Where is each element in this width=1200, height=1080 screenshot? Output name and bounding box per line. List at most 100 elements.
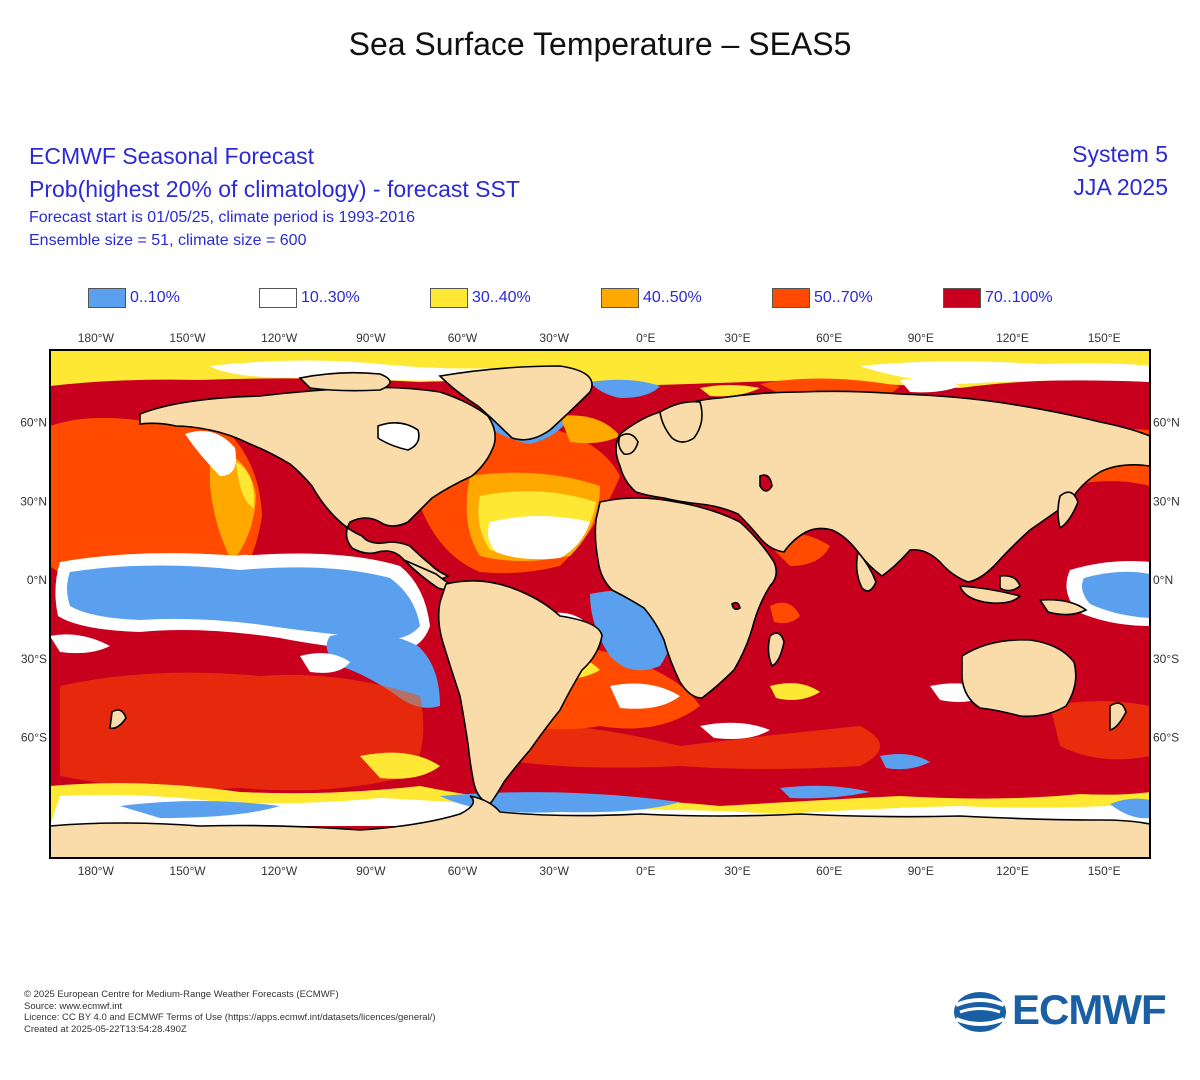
land-masses: [50, 365, 1150, 858]
madagascar: [767, 632, 785, 668]
new-guinea: [1038, 598, 1088, 616]
lat-tick-label-right: 60°N: [1153, 416, 1180, 430]
lat-tick-label-right: 60°S: [1153, 731, 1179, 745]
lat-tick-label-left: 60°S: [21, 731, 47, 745]
map-frame: [49, 349, 1151, 859]
footer-licence: Licence: CC BY 4.0 and ECMWF Terms of Us…: [24, 1012, 436, 1023]
lon-tick-label-bottom: 150°E: [1088, 864, 1121, 878]
axis-labels: 180°W 180°W 150°W 150°W 120°W 120°W 90°W 90°W 60…: [20, 331, 1180, 878]
legend-label: 10..30%: [301, 289, 360, 306]
japan: [1057, 491, 1079, 530]
scandinavia: [659, 400, 703, 443]
lon-tick-label-bottom: 150°W: [169, 864, 206, 878]
legend-label: 50..70%: [814, 289, 873, 306]
africa: [594, 497, 778, 699]
eurasia: [615, 390, 1150, 583]
lon-tick-label-top: 120°W: [261, 331, 298, 345]
legend-label: 0..10%: [130, 289, 180, 306]
legend-label: 30..40%: [472, 289, 531, 306]
region-10-30: [488, 516, 590, 560]
lon-tick-label-top: 120°E: [996, 331, 1029, 345]
legend-label: 40..50%: [643, 289, 702, 306]
india: [855, 550, 877, 592]
region-0-10: [120, 801, 280, 818]
lon-tick-label-bottom: 180°W: [78, 864, 115, 878]
lat-tick-label-right: 30°S: [1153, 652, 1179, 666]
lon-tick-label-bottom: 60°E: [816, 864, 842, 878]
ensemble-info: Ensemble size = 51, climate size = 600: [29, 232, 307, 249]
ecmwf-logo: ECMWF: [952, 986, 1184, 1036]
ecmwf-logo-text: ECMWF: [1012, 986, 1167, 1033]
indonesia: [958, 585, 1022, 604]
hudson-bay: [377, 422, 420, 451]
british-isles: [617, 433, 639, 456]
copyright-footer: © 2025 European Centre for Medium-Range …: [24, 989, 436, 1035]
region-40-50: [560, 415, 620, 444]
color-legend: 0..10% 10..30% 30..40% 40..50% 50..70% 7…: [0, 287, 1200, 311]
region-50-70: [470, 723, 880, 769]
footer-source: Source: www.ecmwf.int: [24, 1000, 123, 1012]
ecmwf-logo-icon: [954, 992, 1006, 1032]
sst-probability-map: 180°W 180°W 150°W 150°W 120°W 120°W 90°W 90°W 60…: [20, 331, 1180, 878]
forecast-title: ECMWF Seasonal Forecast: [29, 143, 315, 169]
lat-tick-label-left: 60°N: [20, 416, 47, 430]
new-zealand: [1109, 702, 1127, 732]
new-zealand-2: [109, 709, 127, 730]
lat-tick-label-left: 30°N: [20, 494, 47, 508]
lon-tick-label-bottom: 60°W: [448, 864, 478, 878]
lon-tick-label-bottom: 30°W: [539, 864, 569, 878]
legend-item-40-50: 40..50%: [601, 287, 702, 309]
lon-tick-label-bottom: 120°E: [996, 864, 1029, 878]
lon-tick-label-top: 60°W: [448, 331, 478, 345]
arctic-islands: [298, 371, 391, 392]
region-0-10: [780, 785, 870, 799]
season-label: JJA 2025: [1073, 174, 1168, 200]
region-0-10: [880, 754, 930, 770]
region-30-40: [770, 683, 820, 700]
footer-copyright: © 2025 European Centre for Medium-Range …: [24, 989, 339, 1000]
region-0-10: [1082, 571, 1150, 618]
region-30-40: [360, 752, 440, 779]
lon-tick-label-top: 30°W: [539, 331, 569, 345]
legend-label: 70..100%: [985, 289, 1053, 306]
system-label: System 5: [1072, 141, 1168, 167]
legend-swatch: [772, 288, 810, 308]
region-50-70: [770, 602, 800, 624]
lake-victoria: [731, 601, 741, 611]
region-10-30: [230, 554, 262, 566]
borneo: [999, 574, 1021, 592]
legend-item-50-70: 50..70%: [772, 287, 873, 309]
lon-tick-label-top: 150°W: [169, 331, 206, 345]
lon-tick-label-top: 60°E: [816, 331, 842, 345]
region-10-30: [700, 722, 770, 739]
lon-tick-label-bottom: 0°E: [636, 864, 655, 878]
lat-tick-label-right: 0°N: [1153, 573, 1173, 587]
lon-tick-label-top: 90°W: [356, 331, 386, 345]
lon-tick-label-top: 150°E: [1088, 331, 1121, 345]
page-title: Sea Surface Temperature – SEAS5: [348, 26, 852, 62]
legend-swatch: [601, 288, 639, 308]
legend-item-70-100: 70..100%: [943, 287, 1053, 309]
lon-tick-label-top: 30°E: [724, 331, 750, 345]
region-30-40: [236, 462, 255, 508]
antarctica: [50, 795, 1150, 858]
lon-tick-label-bottom: 90°E: [908, 864, 934, 878]
region-0-10: [440, 792, 680, 813]
lon-tick-label-top: 0°E: [636, 331, 655, 345]
region-10-30: [185, 431, 236, 476]
region-10-30: [50, 634, 110, 654]
region-0-10: [1110, 798, 1150, 819]
region-50-70: [60, 672, 424, 791]
lon-tick-label-bottom: 120°W: [261, 864, 298, 878]
forecast-start-info: Forecast start is 01/05/25, climate peri…: [29, 209, 415, 226]
legend-item-0-10: 0..10%: [88, 287, 180, 309]
region-10-30: [900, 378, 960, 393]
greenland: [438, 365, 593, 441]
lat-tick-label-left: 0°N: [27, 573, 47, 587]
lat-tick-label-left: 30°S: [21, 652, 47, 666]
legend-swatch: [88, 288, 126, 308]
legend-item-10-30: 10..30%: [259, 287, 360, 309]
legend-swatch: [430, 288, 468, 308]
legend-item-30-40: 30..40%: [430, 287, 531, 309]
caspian-sea: [759, 474, 773, 492]
